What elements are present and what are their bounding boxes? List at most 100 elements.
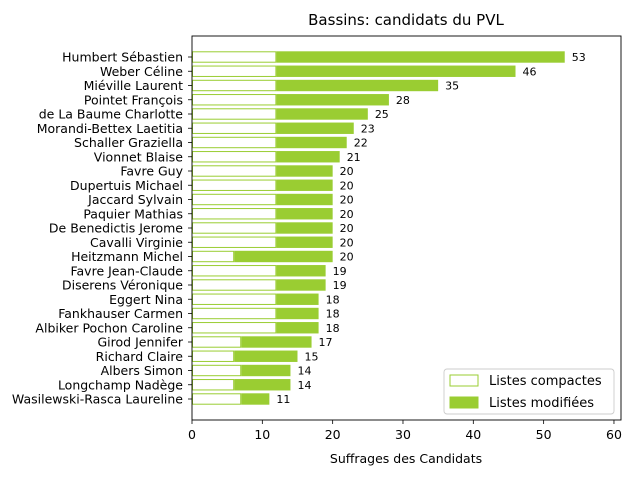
bar-compactes [192,65,277,77]
bar-total-label: 14 [297,379,311,392]
y-tick-label: Paquier Mathias [83,206,183,221]
bar-modifiees [276,265,326,277]
bar-modifiees [276,65,516,77]
bar-compactes [192,379,235,391]
bar-compactes [192,94,277,106]
x-tick-label: 40 [465,427,481,442]
bar-compactes [192,179,277,191]
bar-total-label: 18 [326,293,340,306]
y-tick-label: de La Baume Charlotte [39,107,184,122]
bar-compactes [192,193,277,206]
bar-modifiees [276,322,319,334]
bar-modifiees [276,222,333,234]
bar-compactes [192,122,277,134]
bar-total-label: 35 [445,80,459,93]
y-tick-label: Cavalli Virginie [90,235,183,250]
y-tick-label: Albiker Pochon Caroline [35,320,183,335]
bar-compactes [192,293,277,305]
legend-frame [443,368,615,415]
bar-total-label: 25 [375,108,389,121]
bar-compactes [192,364,242,377]
bar-modifiees [276,193,333,206]
bar-modifiees [276,94,389,106]
y-tick-label: Morandi-Bettex Laetitia [37,121,183,136]
x-tick-label: 50 [536,427,552,442]
bar-total-label: 18 [326,308,340,321]
bar-modifiees [276,179,333,191]
y-tick-label: Favre Jean-Claude [70,263,183,278]
x-axis-title: Suffrages des Candidats [330,451,482,466]
bar-compactes [192,79,277,92]
y-tick-label: Miéville Laurent [84,78,183,93]
y-tick-label: De Benedictis Jerome [49,221,183,236]
bar-total-label: 20 [340,236,354,249]
bar-total-label: 14 [297,365,311,378]
bar-compactes [192,208,277,220]
bar-compactes [192,265,277,277]
y-tick-label: Albers Simon [101,363,183,378]
bar-total-label: 23 [361,122,375,135]
bar-modifiees [276,79,439,92]
bar-compactes [192,222,277,234]
bar-compactes [192,108,277,120]
bars-group [192,51,565,405]
bar-modifiees [276,122,354,134]
bar-compactes [192,165,277,177]
bar-value-labels: 5346352825232221202020202020201919181818… [276,51,585,406]
x-tick-label: 10 [254,427,270,442]
bar-total-label: 20 [340,222,354,235]
bar-modifiees [276,51,565,63]
bar-total-label: 17 [319,336,333,349]
y-tick-label: Jaccard Sylvain [87,192,183,207]
bar-total-label: 20 [340,194,354,207]
y-tick-label: Fankhauser Carmen [58,306,183,321]
bar-total-label: 20 [340,165,354,178]
bar-modifiees [234,250,333,263]
bar-compactes [192,322,277,334]
legend-swatch-modifiees [449,396,479,409]
y-tick-label: Pointet François [84,92,183,107]
x-tick-label: 30 [395,427,411,442]
bar-total-label: 28 [396,94,410,107]
y-tick-label: Girod Jennifer [97,335,183,350]
y-tick-label: Vionnet Blaise [94,149,184,164]
y-tick-label: Heitzmann Michel [71,249,183,264]
bar-modifiees [276,151,340,163]
bar-modifiees [234,350,298,362]
bar-compactes [192,393,242,405]
bar-modifiees [276,293,319,305]
bar-total-label: 20 [340,251,354,264]
bar-total-label: 19 [333,279,347,292]
bar-total-label: 53 [572,51,586,64]
bar-total-label: 11 [276,393,290,406]
x-tick-label: 0 [188,427,196,442]
bar-compactes [192,350,235,362]
legend-label-modifiees: Listes modifiées [489,396,594,411]
x-tick-label: 20 [325,427,341,442]
bar-total-label: 20 [340,208,354,221]
legend-swatch-compactes [449,374,479,387]
y-tick-label: Eggert Nina [109,292,183,307]
y-tick-label: Wasilewski-Rasca Laureline [12,392,183,407]
bar-total-label: 21 [347,151,361,164]
bar-modifiees [276,208,333,220]
chart-title: Bassins: candidats du PVL [308,11,504,29]
bar-modifiees [241,393,270,405]
y-tick-label: Longchamp Nadège [58,377,183,392]
bar-compactes [192,51,277,63]
bar-modifiees [276,136,347,149]
bar-total-label: 22 [354,137,368,150]
bar-modifiees [276,307,319,320]
bar-compactes [192,151,277,163]
bar-modifiees [276,165,333,177]
bar-compactes [192,336,242,348]
y-tick-label: Favre Guy [120,164,183,179]
bar-compactes [192,136,277,149]
bar-modifiees [241,364,291,377]
bar-total-label: 20 [340,179,354,192]
y-tick-label: Weber Céline [100,64,183,79]
bar-compactes [192,307,277,320]
bar-modifiees [276,279,326,291]
